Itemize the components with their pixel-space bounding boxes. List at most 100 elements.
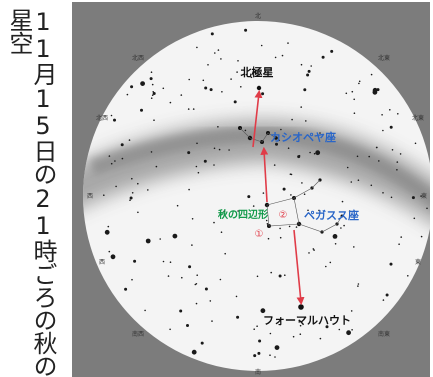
label-step-2: ② <box>279 210 288 221</box>
star <box>104 229 110 235</box>
star <box>332 234 338 239</box>
star <box>381 114 383 116</box>
star <box>299 333 302 336</box>
star <box>389 109 391 111</box>
star <box>281 54 284 57</box>
star <box>298 154 301 157</box>
arrow-to-fomalhaut <box>293 229 305 306</box>
star <box>236 315 240 319</box>
star <box>149 77 153 81</box>
star <box>299 324 302 327</box>
star <box>137 211 139 214</box>
star <box>389 262 393 266</box>
direction-north: 北 <box>255 12 261 20</box>
direction-south: 南 <box>255 368 261 376</box>
star <box>115 185 117 188</box>
star <box>261 92 265 96</box>
star <box>350 310 353 312</box>
star <box>312 248 315 250</box>
star <box>278 274 282 278</box>
star <box>233 100 237 104</box>
star <box>256 275 259 278</box>
star <box>278 139 280 142</box>
star <box>131 177 133 180</box>
caption-text: 11月15日の21時ごろの秋の星空 <box>5 8 57 377</box>
star <box>181 276 183 279</box>
star <box>195 302 198 305</box>
star <box>133 259 137 263</box>
star <box>155 165 158 168</box>
star <box>213 147 216 150</box>
star <box>213 164 215 166</box>
star <box>358 82 360 85</box>
star <box>389 125 393 129</box>
star <box>307 209 309 212</box>
star <box>200 341 204 345</box>
star <box>176 204 179 207</box>
star <box>345 92 348 95</box>
star <box>325 325 329 329</box>
star <box>188 188 190 191</box>
direction-west: 西 <box>87 193 93 200</box>
star <box>152 92 156 95</box>
star <box>159 238 161 240</box>
star <box>340 227 342 229</box>
star <box>279 236 282 239</box>
star <box>187 108 190 110</box>
star <box>169 261 172 264</box>
star <box>274 345 280 350</box>
star <box>217 49 220 51</box>
star <box>260 44 263 47</box>
star <box>358 80 361 83</box>
star <box>407 275 409 277</box>
star <box>218 148 221 151</box>
star <box>209 300 212 302</box>
star <box>129 196 133 200</box>
direction-tick-left-3: 西 <box>99 259 105 266</box>
star <box>124 287 128 291</box>
star <box>274 56 277 59</box>
star <box>411 196 415 200</box>
star <box>346 330 351 336</box>
star <box>267 237 270 240</box>
star <box>147 189 149 191</box>
star <box>228 149 230 151</box>
star <box>152 91 154 93</box>
star <box>378 160 380 162</box>
star <box>128 139 131 141</box>
star <box>221 91 223 93</box>
sky-disc <box>83 21 430 371</box>
star <box>162 87 165 90</box>
star <box>420 195 422 197</box>
star <box>357 283 360 285</box>
star <box>131 192 134 194</box>
star <box>144 309 146 312</box>
cassiopeia-lines <box>239 127 277 143</box>
star <box>195 165 198 168</box>
star <box>273 164 276 166</box>
star <box>343 224 345 227</box>
star <box>319 337 322 340</box>
pegasus-line-a <box>293 179 321 199</box>
star <box>191 349 197 355</box>
star <box>211 320 213 322</box>
star <box>356 155 359 158</box>
star <box>266 223 269 225</box>
star <box>370 73 373 76</box>
star <box>120 143 124 147</box>
star <box>230 78 232 80</box>
guide-arrows <box>252 89 305 306</box>
star <box>269 332 272 335</box>
caption: 11月15日の21時ごろの秋の星空 <box>0 0 62 377</box>
star <box>270 271 272 274</box>
star <box>275 142 278 146</box>
star <box>351 329 353 331</box>
star <box>284 274 286 277</box>
star <box>420 235 423 238</box>
star <box>151 83 154 86</box>
star <box>207 64 209 66</box>
star <box>110 162 113 165</box>
star <box>167 275 170 277</box>
star <box>214 52 216 54</box>
star <box>250 76 253 79</box>
